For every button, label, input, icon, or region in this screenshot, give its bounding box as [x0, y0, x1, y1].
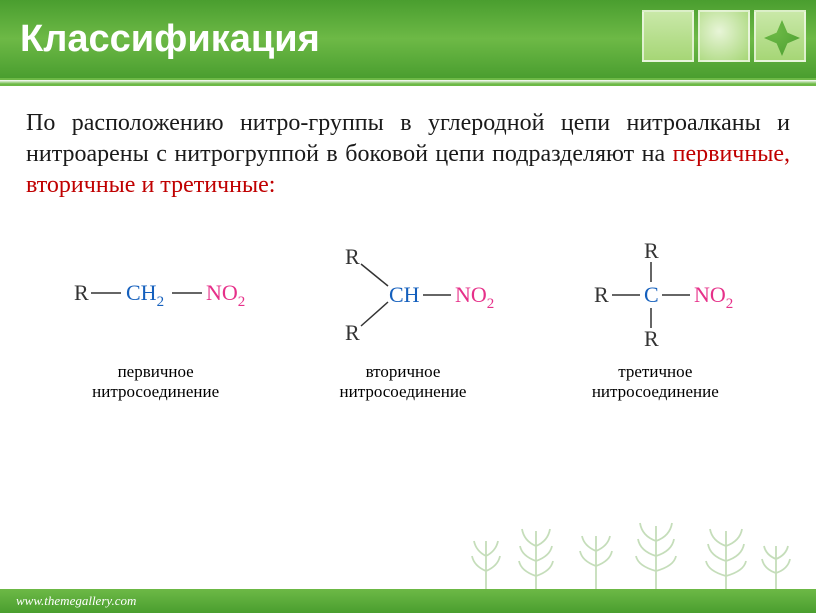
- diagram-row: R CH2 NO2 первичное нитросоединение R R …: [26, 240, 790, 403]
- body-paragraph: По расположению нитро-группы в углеродно…: [26, 108, 790, 202]
- atom-CH2: CH2: [126, 280, 164, 310]
- atom-CH: CH: [389, 282, 420, 307]
- atom-NO2: NO2: [206, 280, 245, 310]
- header-square-1: [642, 10, 694, 62]
- footer-url: www.themegallery.com: [16, 593, 136, 609]
- header-underline: [0, 78, 816, 86]
- footer-bar: www.themegallery.com: [0, 589, 816, 613]
- slide-content: По расположению нитро-группы в углеродно…: [0, 78, 816, 402]
- header-square-2: [698, 10, 750, 62]
- diagram-primary-svg: R CH2 NO2: [56, 240, 256, 350]
- footer-plants-decoration: [466, 501, 796, 591]
- header-square-3: [754, 10, 806, 62]
- caption-tertiary: третичное нитросоединение: [592, 362, 719, 403]
- caption-primary: первичное нитросоединение: [92, 362, 219, 403]
- atom-C: C: [644, 282, 659, 307]
- atom-R-top-t: R: [644, 240, 659, 263]
- header-decoration: [642, 10, 806, 62]
- atom-R: R: [74, 280, 89, 305]
- atom-R-bot: R: [345, 320, 360, 345]
- atom-R-bot-t: R: [644, 326, 659, 350]
- slide-header: Классификация: [0, 0, 816, 78]
- bond-rtop-ch: [361, 264, 388, 286]
- diagram-tertiary: R R C NO2 R третичное нитросоединение: [550, 240, 760, 403]
- atom-NO2-sec: NO2: [455, 282, 494, 312]
- caption-secondary: вторичное нитросоединение: [340, 362, 467, 403]
- diagram-primary: R CH2 NO2 первичное нитросоединение: [56, 240, 256, 403]
- atom-R-top: R: [345, 244, 360, 269]
- atom-R-left-t: R: [594, 282, 609, 307]
- bond-rbot-ch: [361, 302, 388, 326]
- diagram-tertiary-svg: R R C NO2 R: [550, 240, 760, 350]
- atom-NO2-t: NO2: [694, 282, 733, 312]
- diagram-secondary: R R CH NO2 вторичное нитросоединение: [303, 240, 503, 403]
- diagram-secondary-svg: R R CH NO2: [303, 240, 503, 350]
- slide-title: Классификация: [20, 18, 320, 61]
